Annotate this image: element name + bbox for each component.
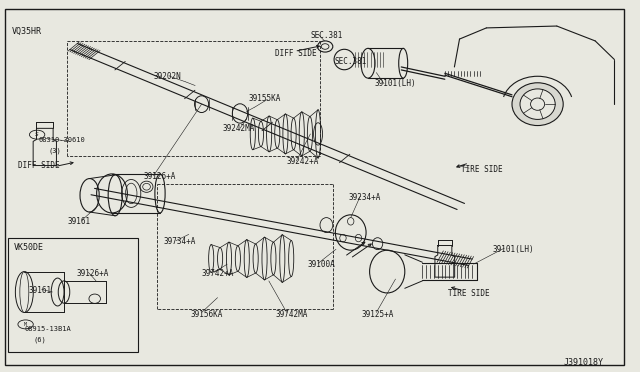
Text: 39234+A: 39234+A xyxy=(349,193,381,202)
Text: 08310-30610: 08310-30610 xyxy=(38,137,85,142)
Text: 39101(LH): 39101(LH) xyxy=(493,245,534,254)
Text: 39242+A: 39242+A xyxy=(286,157,319,166)
Text: 39742+A: 39742+A xyxy=(202,269,234,278)
Bar xyxy=(8,238,138,352)
Text: S: S xyxy=(35,132,39,137)
Text: 39161: 39161 xyxy=(67,217,90,226)
Ellipse shape xyxy=(531,98,545,110)
Ellipse shape xyxy=(20,272,29,312)
Text: 39126+A: 39126+A xyxy=(77,269,109,278)
Text: SEC.381: SEC.381 xyxy=(310,31,343,40)
Text: 08915-13B1A: 08915-13B1A xyxy=(24,326,71,332)
Text: 39242MA: 39242MA xyxy=(222,124,255,133)
Text: 39101(LH): 39101(LH) xyxy=(374,79,416,88)
Text: 39155KA: 39155KA xyxy=(248,94,281,103)
Text: 39161: 39161 xyxy=(29,286,52,295)
Text: J391018Y: J391018Y xyxy=(563,358,604,367)
Text: (6): (6) xyxy=(33,336,46,343)
Text: 39100A: 39100A xyxy=(307,260,335,269)
Text: TIRE SIDE: TIRE SIDE xyxy=(461,165,502,174)
Text: (3): (3) xyxy=(48,147,61,154)
Text: 39156KA: 39156KA xyxy=(191,310,223,319)
Text: M: M xyxy=(24,322,27,327)
Text: VK50DE: VK50DE xyxy=(14,243,44,252)
Text: 39734+A: 39734+A xyxy=(163,237,196,246)
Text: 39126+A: 39126+A xyxy=(144,172,177,181)
Ellipse shape xyxy=(520,89,556,119)
Text: 39202N: 39202N xyxy=(154,72,181,81)
Text: TIRE SIDE: TIRE SIDE xyxy=(448,289,490,298)
Text: VQ35HR: VQ35HR xyxy=(12,27,42,36)
Text: DIFF SIDE: DIFF SIDE xyxy=(275,49,317,58)
Ellipse shape xyxy=(512,83,563,126)
Text: 39742MA: 39742MA xyxy=(275,310,308,319)
Text: DIFF SIDE: DIFF SIDE xyxy=(18,161,60,170)
Text: SEC.381: SEC.381 xyxy=(335,57,367,66)
Text: 39125+A: 39125+A xyxy=(362,310,394,319)
